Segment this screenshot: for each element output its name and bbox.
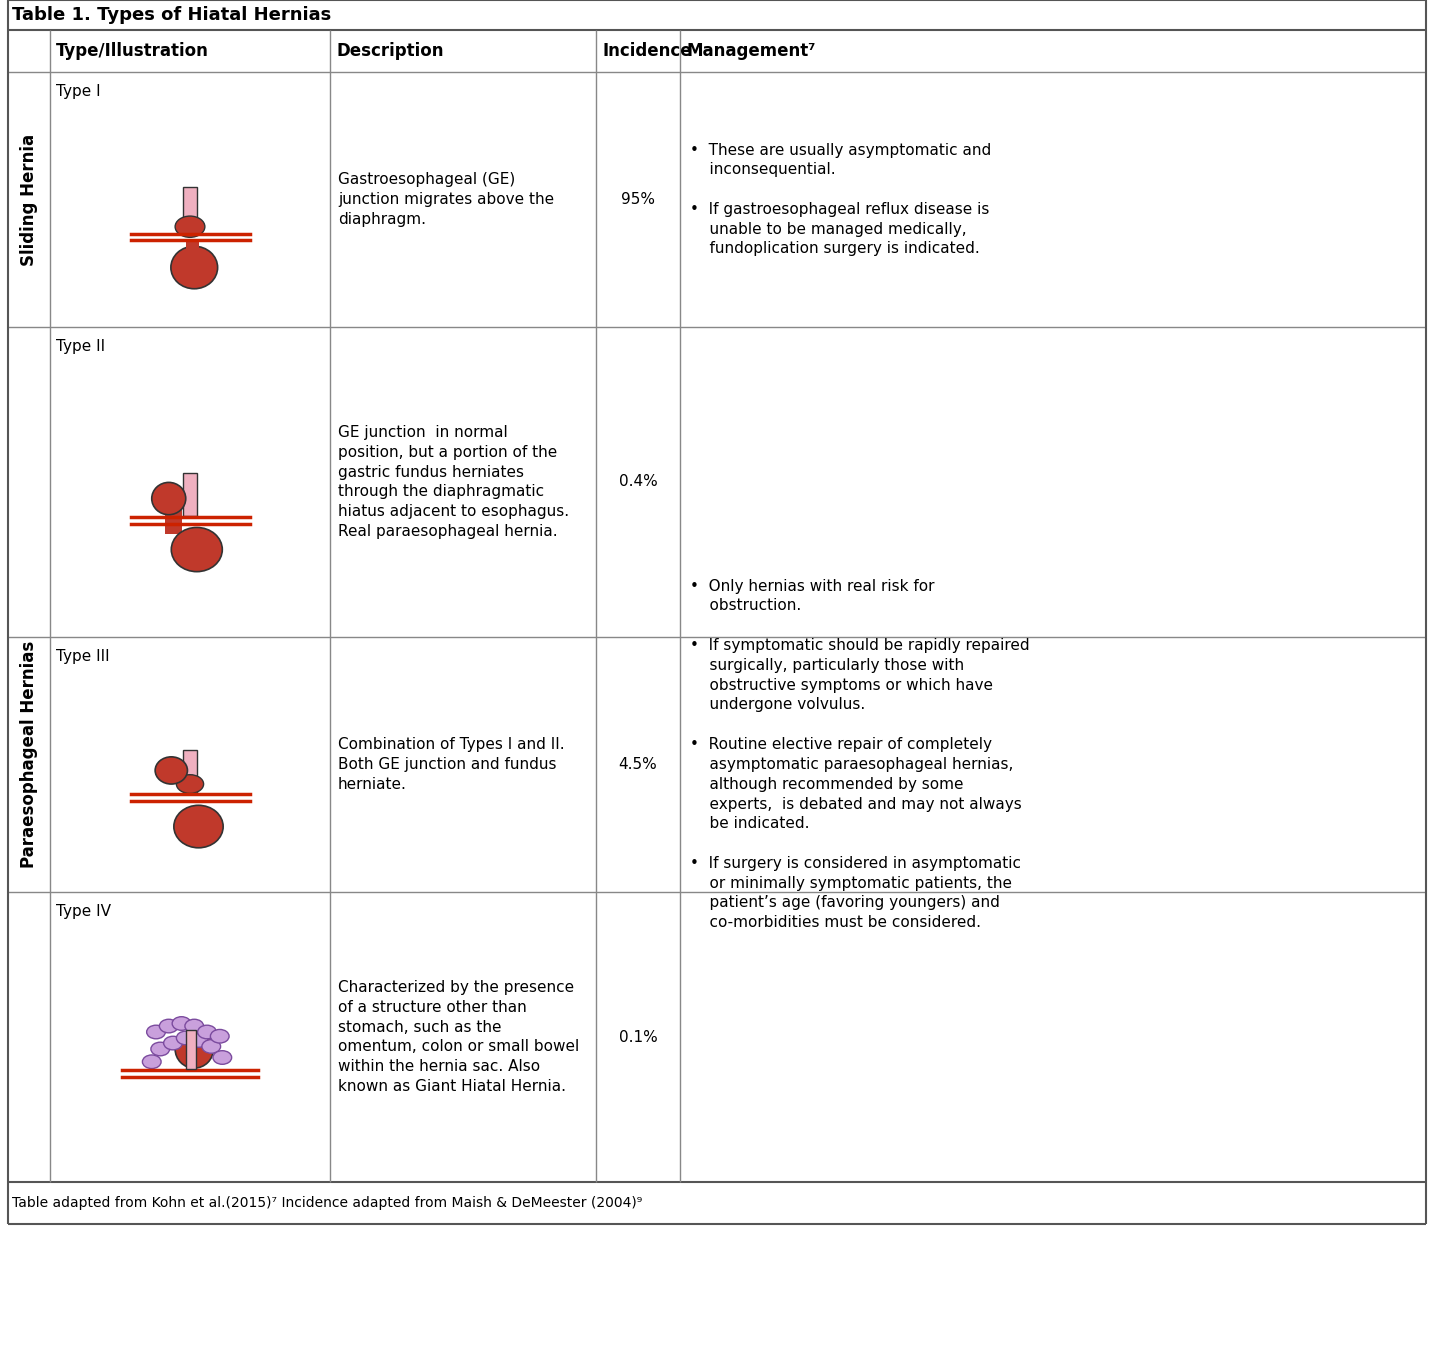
- Text: Gastroesophageal (GE)
junction migrates above the
diaphragm.: Gastroesophageal (GE) junction migrates …: [338, 173, 554, 226]
- Text: Description: Description: [336, 43, 443, 60]
- Text: Characterized by the presence
of a structure other than
stomach, such as the
ome: Characterized by the presence of a struc…: [338, 980, 579, 1093]
- FancyBboxPatch shape: [184, 750, 196, 793]
- Ellipse shape: [211, 1029, 229, 1043]
- Ellipse shape: [172, 1017, 191, 1030]
- Text: 0.4%: 0.4%: [618, 475, 657, 490]
- Text: •  Only hernias with real risk for
    obstruction.

•  If symptomatic should be: • Only hernias with real risk for obstru…: [690, 579, 1030, 930]
- Text: Paraesophageal Hernias: Paraesophageal Hernias: [20, 641, 37, 868]
- Ellipse shape: [142, 1055, 161, 1069]
- Ellipse shape: [176, 775, 204, 793]
- Text: Management⁷: Management⁷: [685, 43, 816, 60]
- Text: Type IV: Type IV: [56, 904, 110, 919]
- Ellipse shape: [175, 1030, 214, 1069]
- Ellipse shape: [176, 1032, 195, 1044]
- FancyBboxPatch shape: [165, 509, 182, 534]
- FancyBboxPatch shape: [186, 1030, 196, 1069]
- Text: Combination of Types I and II.
Both GE junction and fundus
herniate.: Combination of Types I and II. Both GE j…: [338, 737, 565, 792]
- FancyBboxPatch shape: [186, 241, 198, 259]
- Ellipse shape: [198, 1025, 217, 1039]
- Text: Table 1. Types of Hiatal Hernias: Table 1. Types of Hiatal Hernias: [11, 5, 331, 23]
- Ellipse shape: [171, 246, 218, 288]
- Text: Incidence: Incidence: [602, 43, 691, 60]
- Ellipse shape: [152, 483, 186, 514]
- Text: Sliding Hernia: Sliding Hernia: [20, 133, 37, 266]
- Text: GE junction  in normal
position, but a portion of the
gastric fundus herniates
t: GE junction in normal position, but a po…: [338, 425, 569, 539]
- Text: Type II: Type II: [56, 339, 105, 354]
- Ellipse shape: [202, 1040, 221, 1054]
- FancyBboxPatch shape: [184, 473, 196, 516]
- Bar: [9, 0, 1425, 1224]
- Ellipse shape: [185, 1019, 204, 1033]
- Text: Table adapted from Kohn et al.(2015)⁷ Incidence adapted from Maish & DeMeester (: Table adapted from Kohn et al.(2015)⁷ In…: [11, 1196, 642, 1210]
- Text: 4.5%: 4.5%: [618, 757, 657, 772]
- Ellipse shape: [159, 1019, 178, 1033]
- FancyBboxPatch shape: [184, 187, 196, 229]
- Ellipse shape: [175, 215, 205, 237]
- Text: Type/Illustration: Type/Illustration: [56, 43, 209, 60]
- Text: 0.1%: 0.1%: [618, 1029, 657, 1044]
- Ellipse shape: [151, 1043, 169, 1056]
- Text: 95%: 95%: [621, 192, 655, 207]
- Ellipse shape: [189, 1033, 208, 1047]
- Ellipse shape: [214, 1051, 232, 1065]
- Ellipse shape: [146, 1025, 165, 1039]
- Ellipse shape: [163, 1036, 182, 1050]
- Text: •  These are usually asymptomatic and
    inconsequential.

•  If gastroesophage: • These are usually asymptomatic and inc…: [690, 143, 991, 257]
- Ellipse shape: [155, 757, 188, 783]
- Text: Type I: Type I: [56, 84, 100, 99]
- Ellipse shape: [171, 527, 222, 572]
- Text: Type III: Type III: [56, 649, 109, 664]
- Ellipse shape: [174, 805, 224, 848]
